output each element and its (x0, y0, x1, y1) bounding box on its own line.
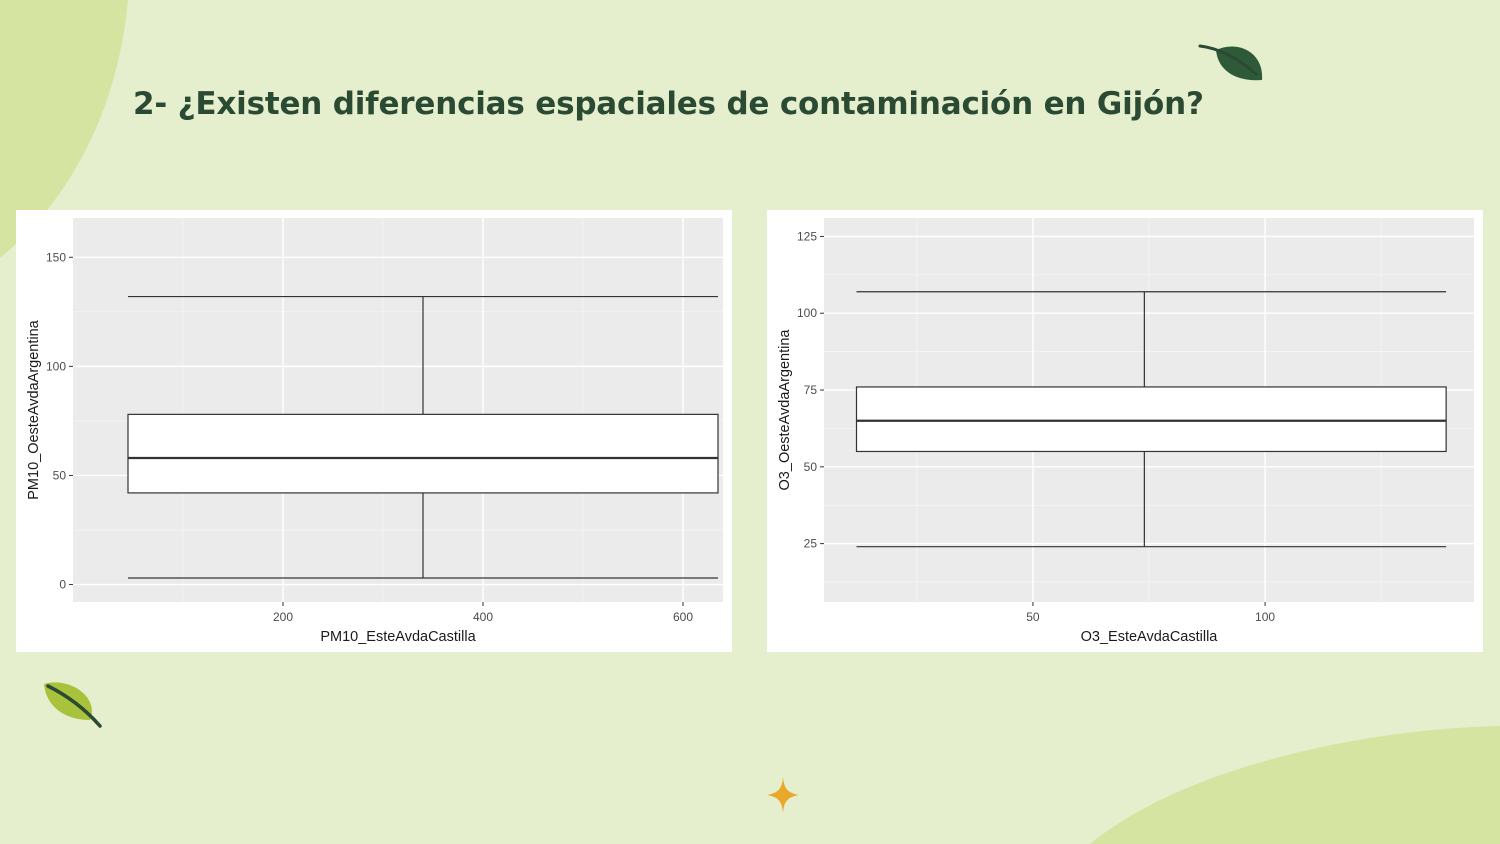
x-tick-label: 600 (673, 610, 693, 624)
box-iqr (127, 413, 719, 494)
y-tick-label: 100 (46, 359, 66, 373)
boxplot-pm10: 200 400 600 0 50 100 150 PM10_EsteAvdaCastilla… (26, 218, 723, 645)
plot-panel (73, 218, 723, 602)
y-tick-label: 125 (797, 229, 817, 243)
leaf-icon (1198, 44, 1263, 81)
x-tick-label: 200 (273, 610, 293, 624)
x-tick-label: 50 (1026, 610, 1040, 624)
y-tick-label: 0 (59, 578, 66, 592)
y-tick-label: 50 (53, 468, 67, 482)
x-tick-label: 400 (473, 610, 493, 624)
slide-title: 2- ¿Existen diferencias espaciales de co… (133, 86, 1204, 122)
boxplot-o3: 50 100 25 50 75 100 125 O3_EsteAvdaCastilla O3… (777, 218, 1474, 645)
y-axis-title: O3_OesteAvdaArgentina (777, 329, 793, 491)
y-tick-label: 100 (797, 306, 817, 320)
background-blob-bottom-right (1090, 726, 1500, 844)
y-axis-title: PM10_OesteAvdaArgentina (26, 319, 42, 499)
y-tick-label: 50 (804, 460, 818, 474)
background-blob-top-left (0, 0, 128, 258)
x-axis-title: PM10_EsteAvdaCastilla (320, 629, 476, 645)
sparkle-star-icon (767, 777, 799, 813)
x-tick-label: 100 (1255, 610, 1275, 624)
y-tick-label: 75 (804, 383, 818, 397)
y-tick-label: 150 (46, 250, 66, 264)
x-axis-title: O3_EsteAvdaCastilla (1081, 629, 1219, 645)
leaf-icon (44, 682, 102, 728)
y-tick-label: 25 (804, 537, 818, 551)
chart-card-o3: 50 100 25 50 75 100 125 O3_EsteAvdaCastilla O3… (767, 210, 1483, 652)
chart-card-pm10: 200 400 600 0 50 100 150 PM10_EsteAvdaCastilla… (16, 210, 732, 652)
box-iqr (855, 386, 1447, 453)
